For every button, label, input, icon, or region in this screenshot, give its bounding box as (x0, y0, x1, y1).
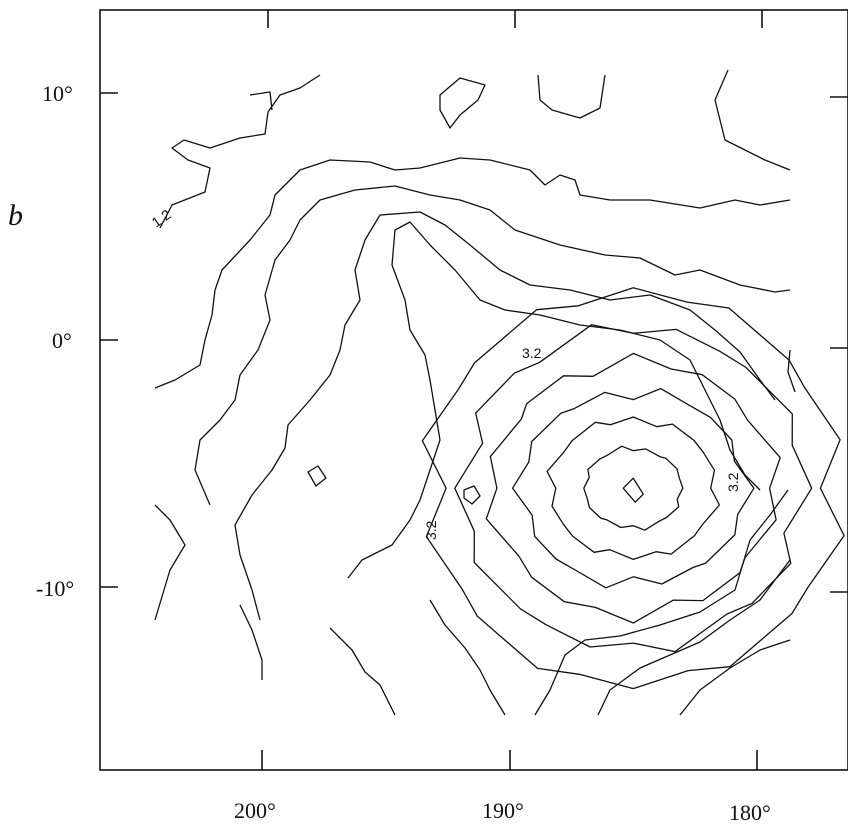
core-contours (421, 287, 845, 690)
contour-outer-5 (347, 221, 761, 579)
contour-top-right-2 (714, 69, 791, 171)
contour-bottom-mid (329, 627, 396, 716)
contour-outer-3 (194, 185, 791, 506)
y-tick-label-neg10: -10° (36, 576, 74, 601)
contour-bottom-right (534, 489, 789, 716)
contour-bottom-right-2 (597, 559, 791, 716)
contour-lower-left (239, 604, 263, 680)
core-contour-6 (421, 287, 845, 690)
outer-contours (154, 69, 796, 716)
core-contour-3 (511, 387, 755, 589)
core-contour-2 (546, 416, 721, 561)
contour-label-mid: 3.2 (423, 520, 439, 540)
plot-frame (99, 9, 848, 771)
y-axis-label: b (8, 199, 23, 232)
y-tick-label-0: 0° (52, 328, 72, 353)
x-tick-label-190: 190° (482, 798, 524, 823)
contour-inner-right-1 (787, 349, 796, 393)
contour-bottom-right-3 (679, 639, 791, 716)
contour-small-island-1 (307, 465, 327, 487)
contour-label-right: 3.2 (725, 472, 741, 492)
contour-left-upper (249, 91, 273, 111)
contour-small-island-2 (463, 485, 481, 505)
x-tick-label-200: 200° (234, 798, 276, 823)
y-tick-label-10: 10° (42, 81, 73, 106)
contour-bottom-mid-2 (429, 599, 506, 716)
core-contour-5 (454, 324, 813, 653)
x-tick-label-180: 180° (729, 800, 771, 825)
contour-outer-4 (234, 211, 776, 621)
contour-blob-top (439, 77, 486, 129)
contour-top-right (537, 74, 606, 119)
contour-label-top: 3.2 (522, 345, 542, 361)
contour-outer-2 (154, 157, 791, 389)
core-peak (622, 477, 644, 503)
contour-outer-1 (159, 74, 321, 229)
core-contour-4 (485, 352, 781, 624)
core-contour-1 (583, 445, 684, 531)
contour-left-edge (154, 504, 186, 621)
